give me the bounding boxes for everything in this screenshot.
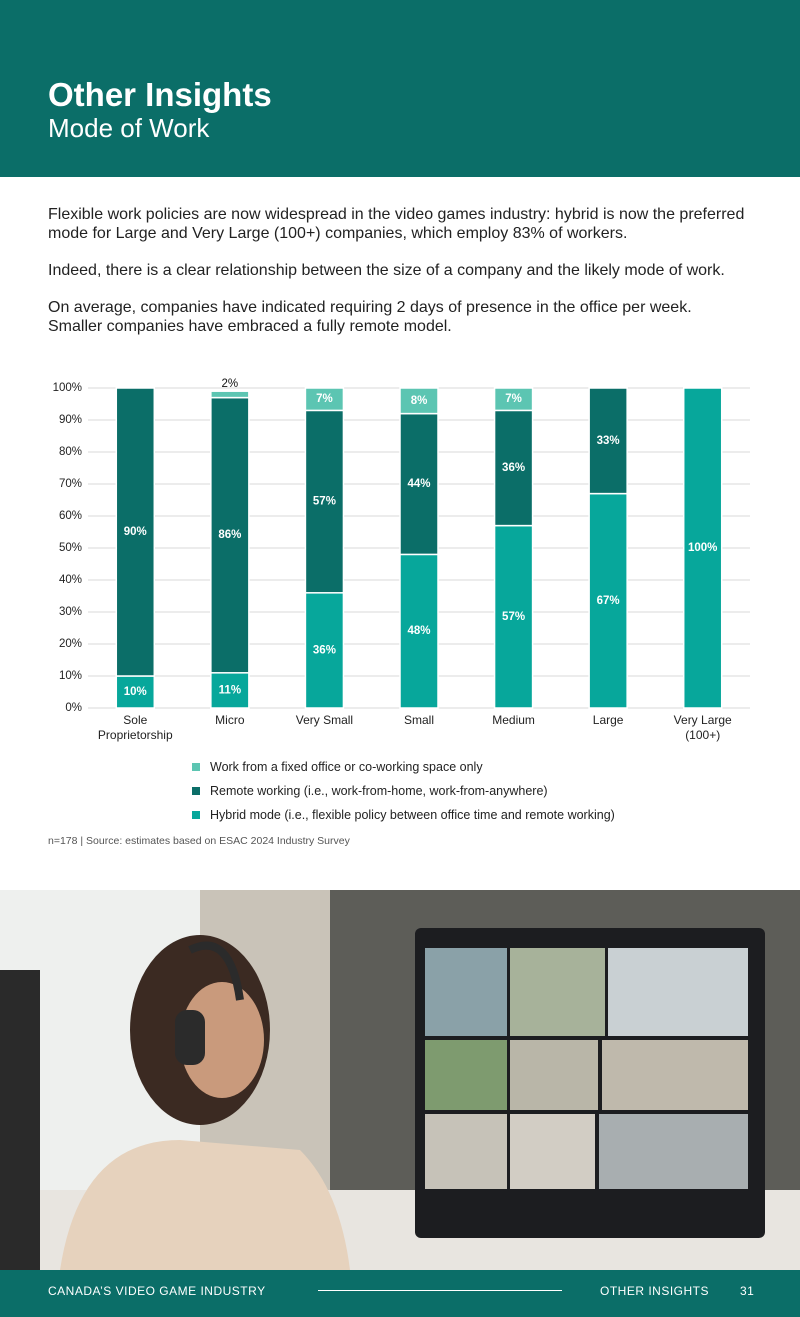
data-label: 57% — [502, 611, 525, 623]
y-tick-label: 10% — [59, 670, 82, 682]
data-label: 7% — [505, 393, 522, 405]
text-line: On average, companies have indicated req… — [48, 299, 692, 316]
bar-segment — [493, 524, 534, 709]
footer: CANADA’S VIDEO GAME INDUSTRY OTHER INSIG… — [0, 1270, 800, 1317]
y-tick-label: 70% — [59, 478, 82, 490]
data-label: 100% — [688, 542, 717, 554]
data-label: 57% — [313, 496, 336, 508]
footer-rule — [318, 1290, 562, 1291]
chart: 0% 10% 20% 30% 40% 50% 60% 70% 80% 90% 100% 10% 90% 1… — [53, 378, 750, 714]
body-text: Flexible work policies are now widesprea… — [48, 205, 758, 354]
legend-label: Hybrid mode (i.e., flexible policy betwe… — [210, 808, 615, 822]
bar-segment — [399, 412, 439, 556]
legend-item: Hybrid mode (i.e., flexible policy betwe… — [192, 808, 615, 822]
footer-right: OTHER INSIGHTS — [600, 1284, 710, 1298]
bar-segment — [682, 387, 723, 709]
bar-segment — [210, 390, 250, 399]
x-tick-label: Small — [403, 713, 434, 727]
header-band — [0, 0, 800, 177]
bar-segment — [304, 387, 345, 412]
paragraph: Indeed, there is a clear relationship be… — [48, 261, 758, 280]
text-line: Smaller companies have embraced a fully … — [48, 318, 452, 335]
x-tick-label: Sole Proprietorship — [97, 713, 173, 742]
text-line: Indeed, there is a clear relationship be… — [48, 262, 725, 279]
bar-segment — [493, 387, 534, 412]
x-tick-label: Very Large (100+) — [673, 713, 732, 742]
x-tick-label: Large — [592, 713, 624, 727]
x-tick-label: Micro — [215, 713, 245, 727]
data-label: 86% — [218, 529, 241, 541]
bar-segment — [399, 387, 439, 415]
bar-segment — [493, 409, 534, 527]
x-tick-label: Very Small — [295, 713, 354, 727]
data-label: 36% — [313, 644, 336, 656]
y-tick-label: 50% — [59, 542, 82, 554]
title: Other Insights — [48, 76, 272, 113]
legend-swatch — [192, 763, 200, 771]
data-label: 67% — [597, 595, 620, 607]
text-line: Flexible work policies are now widesprea… — [48, 206, 745, 242]
data-label: 90% — [124, 526, 147, 538]
data-label: 33% — [597, 435, 620, 447]
y-tick-label: 90% — [59, 414, 82, 426]
bar-segment — [399, 553, 439, 709]
data-label: 2% — [222, 378, 239, 390]
y-tick-label: 0% — [65, 702, 82, 714]
y-tick-label: 20% — [59, 638, 82, 650]
source: n=178 | Source: estimates based on ESAC … — [48, 835, 350, 847]
legend-item: Remote working (i.e., work-from-home, wo… — [192, 784, 548, 798]
bar-segment — [588, 492, 628, 709]
page-number: 31 — [740, 1284, 755, 1298]
y-tick-label: 30% — [59, 606, 82, 618]
data-label: 8% — [411, 395, 428, 407]
y-tick-label: 100% — [53, 382, 82, 394]
legend-label: Work from a fixed office or co-working s… — [210, 760, 483, 774]
data-label: 44% — [407, 478, 430, 490]
footer-left: CANADA’S VIDEO GAME INDUSTRY — [48, 1284, 266, 1298]
paragraph: Flexible work policies are now widesprea… — [48, 205, 758, 243]
legend-swatch — [192, 811, 200, 819]
photo — [0, 890, 800, 1270]
y-tick-label: 60% — [59, 510, 82, 522]
legend-label: Remote working (i.e., work-from-home, wo… — [210, 784, 548, 798]
y-tick-label: 40% — [59, 574, 82, 586]
data-label: 36% — [502, 462, 525, 474]
paragraph: On average, companies have indicated req… — [48, 298, 758, 336]
bar-segment — [115, 387, 156, 677]
legend-item: Work from a fixed office or co-working s… — [192, 760, 483, 774]
bar-segment — [115, 675, 156, 709]
bar-segment — [588, 387, 628, 495]
data-label: 7% — [316, 393, 333, 405]
legend-swatch — [192, 787, 200, 795]
bar-segment — [304, 409, 345, 594]
subtitle: Mode of Work — [48, 113, 210, 143]
data-label: 10% — [124, 686, 147, 698]
y-tick-label: 80% — [59, 446, 82, 458]
data-label: 48% — [407, 625, 430, 637]
data-label: 11% — [219, 684, 241, 696]
x-tick-label: Medium — [492, 713, 535, 727]
